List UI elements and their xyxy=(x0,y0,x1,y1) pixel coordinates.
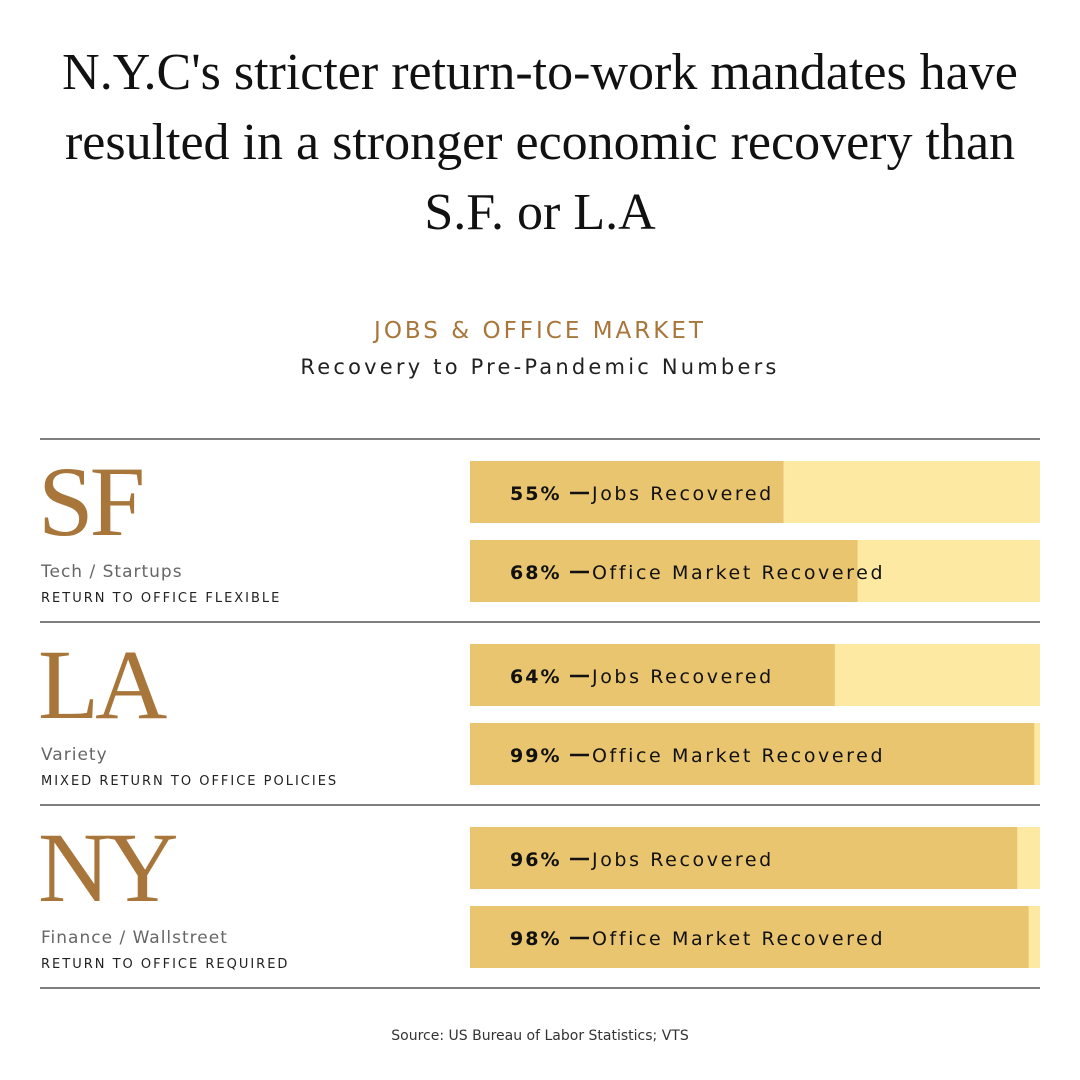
sector-label: Variety xyxy=(41,745,108,765)
city-label: NY xyxy=(38,812,176,923)
headline: N.Y.C's stricter return-to-work mandates… xyxy=(62,44,1018,241)
bar xyxy=(470,723,1035,785)
city-label: LA xyxy=(38,629,167,740)
sector-label: Tech / Startups xyxy=(40,562,183,582)
value-label: 98% xyxy=(510,928,561,950)
bar xyxy=(470,644,835,706)
series-label: Jobs Recovered xyxy=(591,483,774,505)
bar xyxy=(470,906,1029,968)
series-label: Office Market Recovered xyxy=(592,745,885,767)
bar xyxy=(470,827,1018,889)
policy-label: RETURN TO OFFICE REQUIRED xyxy=(41,957,289,972)
city-label: SF xyxy=(38,446,142,557)
source: Source: US Bureau of Labor Statistics; V… xyxy=(391,1028,689,1044)
bar xyxy=(470,540,858,602)
bar xyxy=(470,461,784,523)
policy-label: MIXED RETURN TO OFFICE POLICIES xyxy=(41,774,338,789)
series-label: Office Market Recovered xyxy=(592,928,885,950)
value-label: 99% xyxy=(510,745,561,767)
series-label: Office Market Recovered xyxy=(592,562,885,584)
value-label: 68% xyxy=(510,562,561,584)
value-label: 96% xyxy=(510,849,561,871)
series-label: Jobs Recovered xyxy=(591,666,774,688)
sector-label: Finance / Wallstreet xyxy=(41,928,228,948)
series-label: Jobs Recovered xyxy=(591,849,774,871)
value-label: 55% xyxy=(510,483,561,505)
policy-label: RETURN TO OFFICE FLEXIBLE xyxy=(41,591,281,606)
chart-subtitle: Recovery to Pre-Pandemic Numbers xyxy=(300,355,779,379)
chart-title: JOBS & OFFICE MARKET xyxy=(372,318,706,344)
value-label: 64% xyxy=(510,666,561,688)
